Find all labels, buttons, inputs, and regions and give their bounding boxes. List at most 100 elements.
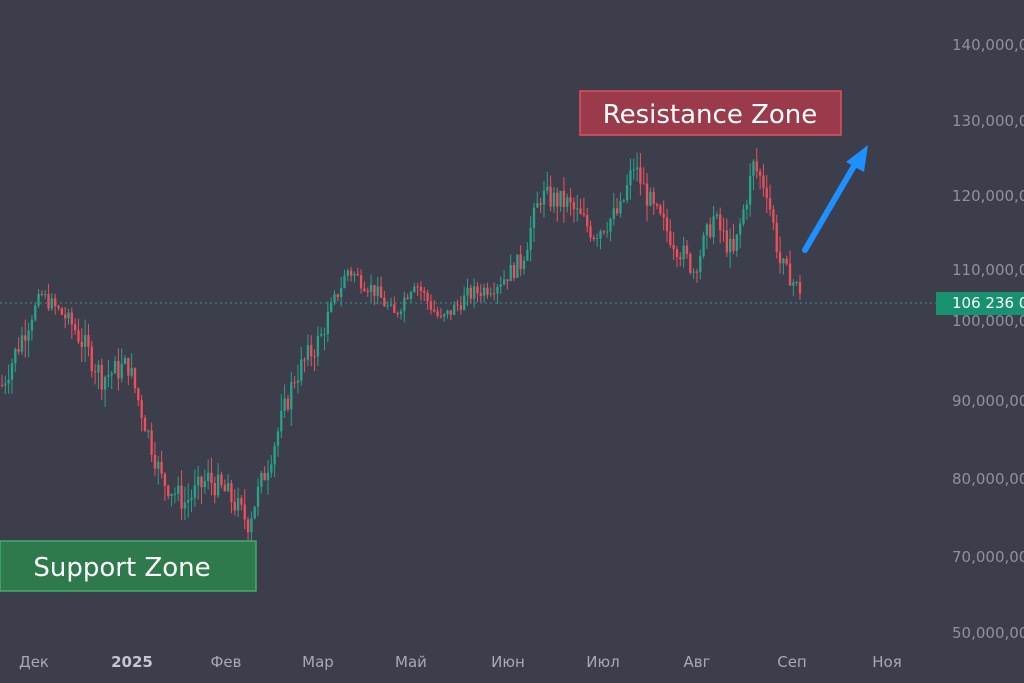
candle: [469, 284, 472, 303]
candle-body: [582, 213, 586, 216]
candle-body: [509, 264, 512, 282]
candle: [522, 256, 526, 275]
candle-body: [389, 304, 393, 306]
candle-body: [14, 348, 17, 364]
candle-body: [213, 482, 216, 496]
candle-body: [223, 484, 226, 492]
candle: [300, 347, 303, 386]
candle-body: [725, 230, 729, 253]
candle-body: [283, 398, 286, 411]
candle-body: [140, 400, 143, 418]
candle-body: [492, 293, 496, 295]
candle: [270, 455, 273, 478]
candle-body: [679, 257, 682, 260]
candle-body: [386, 305, 389, 307]
candle: [642, 167, 645, 185]
candle-body: [47, 294, 50, 309]
candle: [785, 255, 788, 266]
candle-body: [443, 314, 446, 317]
candle-body: [73, 324, 77, 331]
candle: [190, 489, 193, 513]
time-axis-tick-label: Май: [395, 653, 427, 671]
price-axis-tick-label: 100,000,0: [952, 312, 1024, 330]
candle-body: [413, 286, 416, 292]
price-axis-tick-label: 70,000,00: [952, 548, 1024, 566]
price-axis-tick-label: 130,000,0: [952, 112, 1024, 130]
candle: [180, 470, 183, 520]
candle-body: [586, 215, 589, 227]
candle: [602, 230, 605, 235]
candle-body: [393, 304, 396, 313]
candle-body: [64, 314, 67, 319]
candle: [316, 326, 320, 366]
candle: [170, 493, 173, 507]
candle-body: [453, 304, 456, 315]
candle-body: [296, 380, 300, 383]
candle-body: [303, 359, 306, 361]
candle: [536, 191, 539, 208]
candle: [117, 348, 120, 391]
candle: [60, 307, 64, 316]
candle-body: [263, 472, 266, 481]
candle: [429, 294, 433, 315]
candle: [705, 222, 709, 249]
candle: [735, 233, 738, 257]
candle-body: [562, 190, 566, 207]
candle: [722, 217, 725, 242]
candle-body: [479, 293, 482, 296]
price-axis: 140,000,0 130,000,0 120,000,0 110,000,0 100,…: [952, 36, 1024, 642]
candle-body: [173, 493, 177, 495]
candle-body: [719, 214, 722, 231]
candle: [659, 203, 662, 216]
candle-body: [675, 249, 679, 258]
candle: [233, 489, 236, 516]
candle-body: [755, 161, 758, 172]
candle: [206, 459, 210, 490]
candle: [353, 271, 356, 283]
price-axis-tick-label: 110,000,0: [952, 261, 1024, 279]
candle: [376, 277, 379, 305]
candle-body: [609, 218, 612, 232]
candle: [586, 207, 589, 233]
candle: [672, 231, 675, 260]
current-price-tag: 106 236 0: [936, 292, 1024, 315]
candle-body: [512, 264, 516, 278]
candle: [592, 234, 596, 242]
candle-body: [253, 506, 256, 519]
candle: [798, 275, 802, 300]
candle-body: [699, 256, 702, 273]
candle: [90, 340, 93, 378]
candle: [50, 293, 54, 312]
candle-body: [323, 334, 326, 336]
candle-body: [629, 170, 632, 186]
candle: [177, 476, 180, 502]
candle: [113, 356, 117, 374]
candle-body: [4, 383, 7, 386]
candle-body: [642, 183, 645, 185]
candle: [34, 302, 37, 322]
candle: [502, 269, 506, 286]
candle: [313, 349, 316, 372]
candle: [762, 164, 765, 197]
candle-body: [197, 476, 200, 486]
candle-body: [220, 474, 223, 485]
candle-body: [246, 519, 250, 533]
candle: [732, 223, 735, 255]
candle: [246, 516, 250, 541]
candle: [426, 289, 429, 310]
candle: [0, 375, 4, 388]
candle: [702, 231, 705, 259]
candle-body: [758, 171, 762, 176]
candle: [27, 322, 30, 358]
candle-body: [742, 209, 745, 224]
candle-body: [103, 377, 107, 390]
candle: [619, 192, 622, 218]
candle-body: [117, 360, 120, 379]
candle: [778, 236, 782, 274]
candle: [283, 384, 286, 418]
candle: [782, 257, 785, 275]
candle: [346, 268, 349, 282]
candle: [396, 311, 399, 318]
candle-body: [276, 431, 280, 446]
